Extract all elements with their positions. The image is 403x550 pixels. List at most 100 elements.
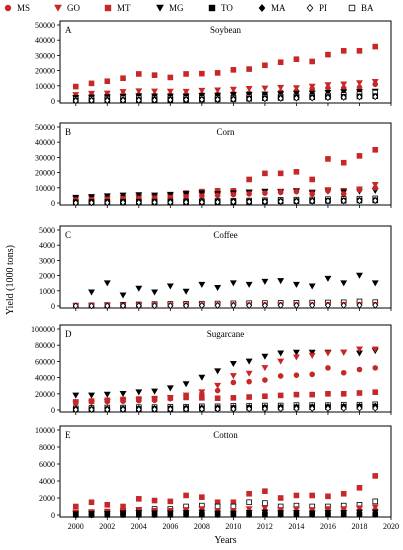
y-tick-label: 4000 (39, 241, 55, 250)
y-tick-label: 40000 (35, 374, 55, 383)
data-point (214, 387, 221, 394)
data-point (340, 349, 348, 356)
data-point (166, 283, 174, 290)
data-point (277, 189, 284, 196)
data-point (135, 302, 142, 310)
data-point (104, 397, 111, 404)
data-point (246, 490, 252, 497)
y-tick-label: 0 (51, 199, 55, 208)
y-tick-label: 10000 (35, 426, 55, 435)
data-point (230, 395, 237, 401)
data-point (198, 190, 206, 197)
data-point (372, 498, 379, 505)
data-point (166, 88, 174, 95)
data-point (340, 81, 348, 88)
data-point (183, 302, 190, 310)
data-point (135, 285, 143, 292)
data-point (88, 398, 95, 404)
data-point (199, 395, 205, 401)
data-point (309, 301, 316, 309)
data-point (277, 405, 284, 413)
data-point (119, 192, 127, 199)
panel-frame (59, 122, 392, 206)
series-mg (72, 88, 379, 102)
data-point (151, 497, 158, 504)
data-point (293, 169, 300, 175)
series-mt (72, 43, 379, 90)
data-point (372, 93, 379, 101)
data-point (372, 511, 379, 518)
data-point (136, 496, 142, 502)
data-point (277, 301, 284, 309)
data-point (104, 199, 111, 207)
series-ms (72, 365, 379, 406)
data-point (261, 353, 269, 360)
legend-label-ms: MS (17, 3, 30, 13)
data-point (135, 389, 143, 396)
series-ba (72, 401, 379, 412)
data-point (119, 292, 127, 299)
data-point (277, 350, 285, 357)
series-ma (72, 196, 379, 207)
y-tick-label: 1000 (39, 287, 55, 296)
data-point (372, 301, 379, 309)
data-point (183, 96, 190, 104)
data-point (214, 192, 221, 199)
data-point (262, 500, 268, 506)
series-go (72, 504, 379, 516)
y-tick-label: 40000 (35, 138, 55, 147)
data-point (72, 199, 79, 207)
data-point (262, 377, 268, 383)
data-point (277, 94, 284, 102)
data-point (167, 198, 174, 206)
data-point (182, 288, 190, 295)
data-point (340, 93, 347, 101)
x-tick-label: 2014 (288, 522, 304, 531)
data-point (135, 405, 142, 413)
data-point (293, 188, 300, 195)
legend-marker-ms (4, 4, 12, 12)
data-point (371, 280, 379, 287)
data-point (325, 365, 331, 371)
data-point (356, 390, 363, 396)
data-point (88, 97, 95, 105)
data-point (356, 187, 363, 193)
y-tick-label: 0 (51, 511, 55, 520)
data-point (104, 406, 111, 414)
panel-title: Sugarcane (207, 329, 244, 339)
data-point (308, 352, 316, 359)
legend-label-mg: MG (169, 3, 184, 13)
data-point (151, 96, 158, 104)
data-point (309, 197, 316, 205)
data-point (245, 86, 253, 93)
data-point (167, 302, 174, 310)
data-point (151, 405, 158, 413)
data-point (277, 278, 285, 285)
data-point (325, 85, 331, 91)
series-ma (72, 402, 379, 413)
data-point (198, 198, 205, 206)
y-tick-label: 20000 (35, 67, 55, 76)
data-point (230, 379, 237, 386)
data-point (230, 95, 237, 103)
series-to (72, 197, 379, 206)
legend-label-go: GO (67, 3, 80, 13)
x-tick-label: 2010 (225, 522, 241, 531)
data-point (324, 275, 332, 282)
legend: MS GO MT MG TO MA PI BA (4, 3, 374, 13)
data-point (183, 511, 189, 518)
data-point (356, 511, 363, 518)
data-point (245, 358, 253, 365)
panel-frame (59, 225, 392, 309)
data-point (325, 51, 331, 58)
y-tick-label: 10000 (35, 82, 55, 91)
data-point (72, 97, 79, 105)
data-point (324, 350, 332, 357)
data-point (372, 389, 379, 395)
series-mg (72, 188, 379, 201)
data-point (371, 181, 379, 188)
series-pi (72, 197, 379, 207)
data-point (88, 199, 95, 207)
data-point (214, 405, 221, 413)
panel-e: 0 2000 4000 6000 8000 10000 2000 2002 2004 2006 20… (35, 425, 399, 531)
